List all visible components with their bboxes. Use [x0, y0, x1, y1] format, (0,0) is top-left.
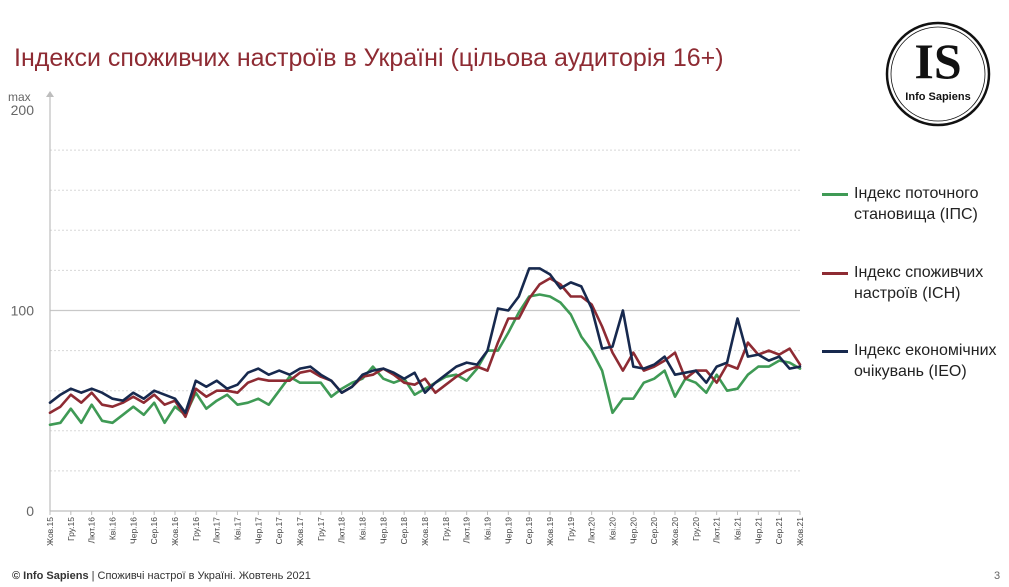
x-tick-label: Сер.20 [649, 517, 659, 545]
x-tick-label: Жов.15 [45, 517, 55, 546]
x-tick-label: Жов.18 [420, 517, 430, 546]
x-tick-label: Лют.20 [587, 517, 597, 544]
legend-swatch-isn [822, 272, 848, 275]
x-tick-label: Жов.17 [295, 517, 305, 546]
x-tick-label: Сер.17 [274, 517, 284, 545]
x-tick-label: Чер.16 [128, 517, 138, 544]
legend-label-ips: Індекс поточного становища (ІПС) [854, 185, 979, 223]
x-tick-label: Лют.21 [712, 517, 722, 544]
y-tick-label: 100 [11, 303, 35, 319]
x-tick-label: Чер.17 [253, 517, 263, 544]
legend-swatch-ips [822, 193, 848, 196]
x-tick-label: Гру.20 [691, 517, 701, 541]
legend-label-isn: Індекс споживчих настроїв (ІСН) [854, 264, 984, 302]
x-tick-label: Сер.21 [774, 517, 784, 545]
x-tick-label: Лют.17 [212, 517, 222, 544]
x-tick-label: Сер.18 [399, 517, 409, 545]
legend-label-ieo: Індекс економічних очікувань (ІЕО) [854, 342, 997, 380]
footer: © Info Sapiens | Споживчі настрої в Укра… [12, 570, 311, 582]
x-tick-label: Сер.19 [524, 517, 534, 545]
series-line-ieo [48, 267, 802, 415]
x-tick-label: Чер.20 [628, 517, 638, 544]
x-tick-label: Жов.21 [795, 517, 805, 546]
footer-text: | Споживчі настрої в Україні. Жовтень 20… [88, 570, 311, 582]
x-tick-label: Кві.16 [108, 517, 118, 540]
y-axis-arrow-icon [46, 91, 54, 97]
x-tick-label: Лют.16 [87, 517, 97, 544]
page-number: 3 [994, 570, 1001, 582]
x-tick-label: Жов.19 [545, 517, 555, 546]
footer-brand: © Info Sapiens [12, 570, 89, 582]
series-line-isn [48, 277, 802, 419]
x-tick-label: Чер.19 [503, 517, 513, 544]
x-tick-label: Лют.18 [337, 517, 347, 544]
x-tick-label: Чер.21 [753, 517, 763, 544]
x-tick-label: Гру.16 [191, 517, 201, 541]
x-tick-label: Кві.17 [233, 517, 243, 540]
x-tick-label: Жов.16 [170, 517, 180, 546]
x-tick-label: Кві.21 [733, 517, 743, 540]
series-line-ips [48, 293, 802, 427]
info-sapiens-logo: IS Info Sapiens [885, 21, 991, 127]
y-tick-label: 200 [11, 102, 35, 118]
x-tick-label: Гру.17 [316, 517, 326, 541]
y-tick-label: 0 [26, 503, 34, 519]
legend-swatch-ieo [822, 350, 848, 353]
logo-name: Info Sapiens [905, 91, 970, 103]
x-axis-ticks: Жов.15 Гру.15 Лют.16 Кві.16 Чер.16 Сер.16 Жов.… [45, 511, 805, 546]
x-tick-label: Сер.16 [149, 517, 159, 545]
x-tick-label: Кві.18 [358, 517, 368, 540]
x-tick-label: Кві.20 [608, 517, 618, 540]
y-axis-ticks: max 0 100 200 [8, 90, 34, 519]
chart-grid [50, 149, 800, 472]
x-tick-label: Гру.19 [566, 517, 576, 541]
x-tick-label: Кві.19 [483, 517, 493, 540]
x-tick-label: Гру.15 [66, 517, 76, 541]
chart-axes [46, 91, 800, 512]
x-tick-label: Гру.18 [441, 517, 451, 541]
x-tick-label: Жов.20 [670, 517, 680, 546]
x-tick-label: Лют.19 [462, 517, 472, 544]
x-tick-label: Чер.18 [378, 517, 388, 544]
logo-mark: IS [914, 33, 961, 89]
page-title: Індекси споживчих настроїв в Україні (ці… [14, 44, 724, 72]
y-max-label: max [8, 90, 31, 104]
chart-series-lines [48, 267, 802, 427]
